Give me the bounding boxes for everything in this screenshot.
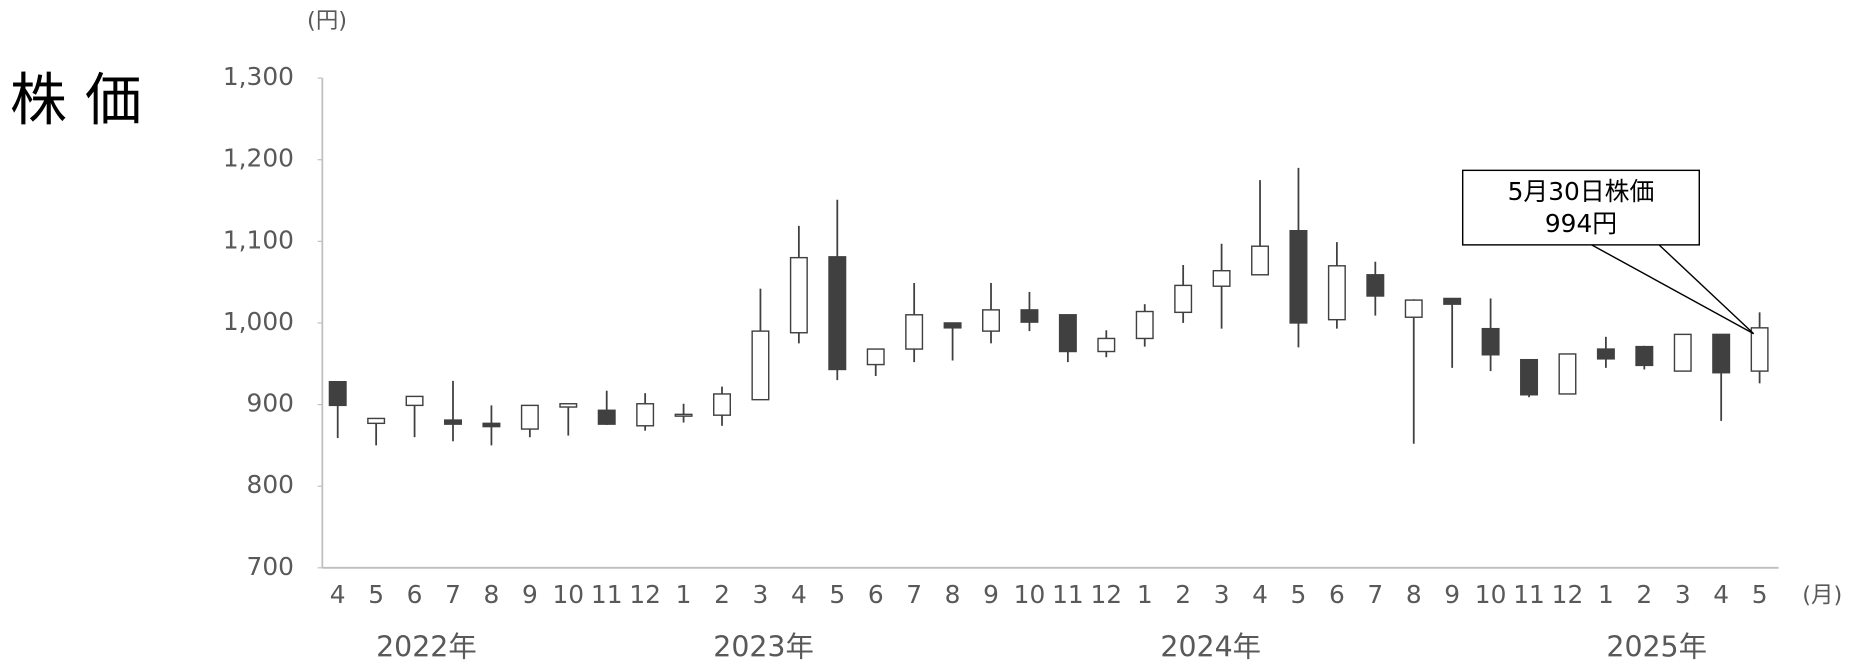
candle-body bbox=[1289, 230, 1308, 324]
x-tick-label: 9 bbox=[1444, 580, 1460, 609]
candle-body bbox=[1212, 269, 1231, 287]
year-label: 2024年 bbox=[1160, 630, 1261, 663]
callout-line bbox=[1658, 244, 1755, 335]
y-unit: (円) bbox=[307, 8, 347, 34]
candle-body bbox=[1404, 299, 1423, 318]
candle-body bbox=[982, 309, 1001, 332]
candle-body bbox=[405, 395, 424, 407]
year-label: 2022年 bbox=[376, 630, 477, 663]
candle-body bbox=[328, 381, 347, 407]
x-tick-label: 2 bbox=[1636, 580, 1652, 609]
x-tick-label: 12 bbox=[1091, 580, 1123, 609]
callout-box bbox=[1461, 169, 1700, 246]
candle-body bbox=[636, 403, 655, 427]
candle-body bbox=[1596, 348, 1615, 360]
candle-body bbox=[1174, 284, 1193, 314]
candle-body bbox=[1366, 274, 1385, 297]
x-tick-label: 4 bbox=[1713, 580, 1729, 609]
candle-body bbox=[1020, 309, 1039, 323]
candle-body bbox=[1097, 337, 1116, 353]
x-tick-label: 5 bbox=[1291, 580, 1307, 609]
candle-body bbox=[1712, 333, 1731, 374]
candle-body bbox=[943, 322, 962, 329]
y-tick-label: 1,300 bbox=[223, 62, 294, 91]
candle-body bbox=[1327, 265, 1346, 321]
x-tick-label: 4 bbox=[791, 580, 807, 609]
x-tick-label: 6 bbox=[407, 580, 423, 609]
x-tick-label: 5 bbox=[368, 580, 384, 609]
annotation-text: 5月30日株価 bbox=[1508, 177, 1655, 206]
x-tick-label: 3 bbox=[1675, 580, 1691, 609]
x-tick-label: 11 bbox=[1052, 580, 1084, 609]
x-tick-label: 6 bbox=[868, 580, 884, 609]
candle-body bbox=[751, 330, 770, 401]
y-tick-label: 1,100 bbox=[223, 225, 294, 254]
y-tick-label: 1,200 bbox=[223, 144, 294, 173]
callout-line bbox=[1591, 244, 1755, 335]
year-label: 2025年 bbox=[1606, 630, 1707, 663]
candle-body bbox=[482, 422, 501, 428]
x-tick-label: 4 bbox=[1252, 580, 1268, 609]
x-tick-label: 1 bbox=[1598, 580, 1614, 609]
x-tick-label: 10 bbox=[552, 580, 584, 609]
chart-title: 株 価 bbox=[10, 68, 142, 134]
x-tick-label: 4 bbox=[330, 580, 346, 609]
x-tick-label: 1 bbox=[676, 580, 692, 609]
candle-body bbox=[1520, 358, 1539, 396]
candle-body bbox=[444, 419, 462, 425]
x-tick-label: 11 bbox=[1513, 580, 1545, 609]
candle-body bbox=[1058, 314, 1077, 353]
candle-body bbox=[1750, 327, 1769, 372]
candle-body bbox=[1558, 353, 1577, 395]
x-tick-label: 10 bbox=[1014, 580, 1046, 609]
x-tick-label: 3 bbox=[1214, 580, 1230, 609]
x-tick-label: 7 bbox=[445, 580, 461, 609]
candle-body bbox=[866, 348, 885, 366]
x-tick-label: 12 bbox=[1552, 580, 1584, 609]
x-tick-label: 5 bbox=[1752, 580, 1768, 609]
y-tick-label: 1,000 bbox=[223, 307, 294, 336]
x-tick-label: 5 bbox=[829, 580, 845, 609]
x-tick-label: 7 bbox=[906, 580, 922, 609]
x-unit: (月) bbox=[1802, 583, 1842, 609]
candle-body bbox=[1635, 345, 1654, 367]
x-tick-label: 3 bbox=[753, 580, 769, 609]
y-tick-label: 700 bbox=[247, 552, 294, 581]
annotation-text: 994円 bbox=[1545, 209, 1617, 238]
candle-body bbox=[1673, 333, 1692, 372]
x-tick-label: 10 bbox=[1475, 580, 1507, 609]
candle-body bbox=[1251, 245, 1270, 276]
candle-body bbox=[1481, 327, 1500, 356]
candle-body bbox=[520, 404, 539, 430]
candle-body bbox=[597, 409, 616, 425]
candle-body bbox=[367, 417, 386, 425]
x-tick-label: 7 bbox=[1367, 580, 1383, 609]
y-tick-label: 800 bbox=[247, 470, 294, 499]
x-tick-label: 1 bbox=[1137, 580, 1153, 609]
x-tick-label: 12 bbox=[629, 580, 661, 609]
y-tick-label: 900 bbox=[247, 389, 294, 418]
x-tick-label: 6 bbox=[1329, 580, 1345, 609]
x-tick-label: 11 bbox=[591, 580, 623, 609]
x-tick-label: 8 bbox=[1406, 580, 1422, 609]
candle-body bbox=[559, 403, 578, 408]
candle-body bbox=[1135, 310, 1154, 340]
x-tick-label: 2 bbox=[714, 580, 730, 609]
candle-body bbox=[789, 256, 808, 334]
x-tick-label: 9 bbox=[522, 580, 538, 609]
candle-body bbox=[713, 393, 731, 416]
candle-body bbox=[1443, 297, 1462, 305]
x-tick-label: 2 bbox=[1175, 580, 1191, 609]
x-tick-label: 8 bbox=[484, 580, 500, 609]
x-tick-label: 9 bbox=[983, 580, 999, 609]
x-tick-label: 8 bbox=[945, 580, 961, 609]
candle-body bbox=[828, 256, 847, 371]
candle-body bbox=[905, 314, 924, 350]
year-label: 2023年 bbox=[713, 630, 814, 663]
candle-body bbox=[674, 413, 693, 417]
